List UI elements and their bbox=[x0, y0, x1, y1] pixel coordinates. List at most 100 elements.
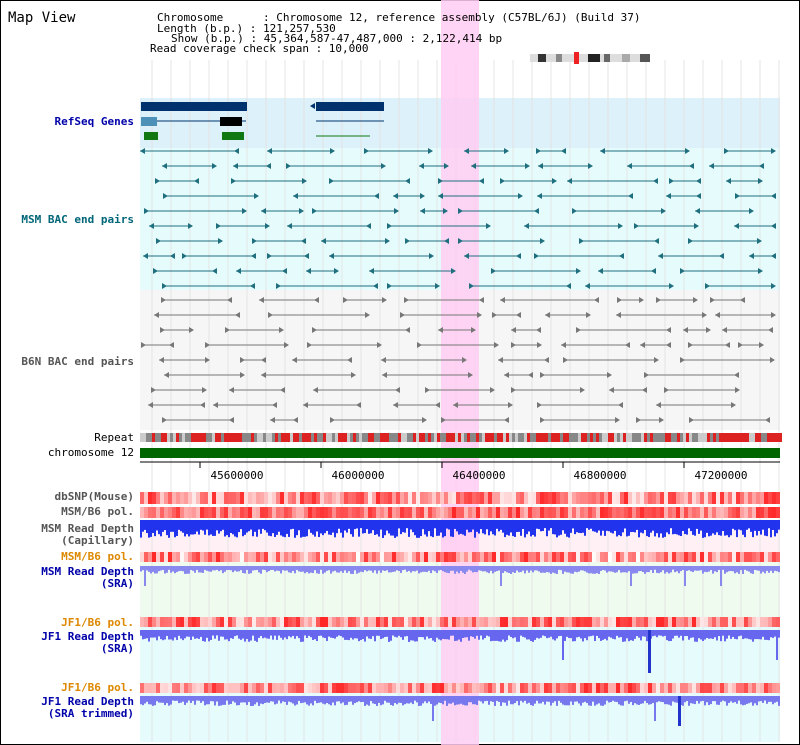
msm-pol-strip-2 bbox=[520, 552, 524, 562]
repeat-segment bbox=[266, 433, 269, 442]
msm-depth-capillary-label[interactable]: MSM Read Depth bbox=[41, 522, 134, 535]
jf1-trimmed-depth-bar bbox=[548, 696, 550, 702]
jf1-trimmed-depth-bar bbox=[482, 696, 484, 704]
refseq-gene-block bbox=[141, 102, 247, 111]
b6n-bac-pair-arrow bbox=[545, 312, 550, 318]
jf1-pol-strip-2 bbox=[700, 683, 704, 693]
jf1-pol-strip-2 bbox=[312, 683, 316, 693]
msm-depth-sra-label[interactable]: MSM Read Depth bbox=[41, 565, 134, 578]
capillary-depth-bar bbox=[202, 520, 204, 531]
repeat-segment bbox=[773, 433, 776, 442]
msm-sra-depth-bar bbox=[370, 566, 372, 571]
capillary-depth-bar bbox=[442, 520, 444, 538]
jf1-pol-strip-2 bbox=[692, 683, 696, 693]
jf1-sra-depth-bar bbox=[714, 630, 716, 638]
jf1-pol-strip bbox=[240, 617, 244, 627]
jf1-trimmed-depth-bar bbox=[640, 696, 642, 704]
jf1-trimmed-depth-bar bbox=[556, 696, 558, 706]
jf1-sra-depth-bar bbox=[642, 630, 644, 637]
jf1-sra-depth-bar bbox=[738, 630, 740, 637]
capillary-depth-bar bbox=[738, 520, 740, 530]
capillary-depth-bar bbox=[274, 520, 276, 537]
capillary-depth-bar bbox=[716, 520, 718, 533]
repeat-segment bbox=[179, 433, 182, 442]
msm-sra-depth-bar bbox=[462, 566, 464, 573]
msm-bac-pair-arrow bbox=[540, 238, 545, 244]
jf1-sra-depth-bar bbox=[646, 630, 648, 642]
jf1-pol-label-2[interactable]: JF1/B6 pol. bbox=[61, 681, 134, 694]
dbsnp-label[interactable]: dbSNP(Mouse) bbox=[54, 490, 134, 503]
msm-sra-depth-bar bbox=[216, 566, 218, 570]
repeat-segment bbox=[515, 433, 518, 442]
dbsnp-strip bbox=[596, 492, 600, 504]
capillary-depth-bar bbox=[658, 520, 660, 538]
jf1-pol-strip-2 bbox=[168, 683, 172, 693]
msm-pol-strip bbox=[352, 507, 356, 518]
jf1-pol-strip-2 bbox=[216, 683, 220, 693]
jf1-sra-depth-bar bbox=[732, 630, 734, 637]
dbsnp-strip bbox=[572, 492, 576, 504]
capillary-depth-bar bbox=[652, 520, 654, 531]
jf1-trimmed-depth-bar bbox=[178, 696, 180, 704]
msm-sra-depth-bar bbox=[152, 566, 154, 572]
msm-sra-depth-bar bbox=[428, 566, 430, 571]
capillary-depth-bar bbox=[338, 520, 340, 529]
repeat-segment bbox=[341, 433, 344, 442]
jf1-sra-depth-bar bbox=[358, 630, 360, 642]
msm-pol-strip bbox=[304, 507, 308, 518]
msm-sra-depth-bar bbox=[306, 566, 308, 573]
msm-pol-label-2[interactable]: MSM/B6 pol. bbox=[61, 550, 134, 563]
jf1-sra-depth-bar bbox=[630, 630, 632, 641]
msm-bac-pair-arrow bbox=[680, 268, 685, 274]
msm-bac-label[interactable]: MSM BAC end pairs bbox=[21, 213, 134, 226]
jf1-depth-label[interactable]: JF1 Read Depth bbox=[41, 630, 134, 643]
jf1-pol-strip bbox=[332, 617, 336, 627]
jf1-trimmed-depth-bar bbox=[670, 696, 672, 706]
capillary-depth-bar bbox=[556, 520, 558, 538]
msm-pol-label-1[interactable]: MSM/B6 pol. bbox=[61, 505, 134, 518]
capillary-depth-bar bbox=[174, 520, 176, 538]
refseq-genes-label[interactable]: RefSeq Genes bbox=[54, 115, 134, 128]
jf1-sra-depth-bar bbox=[528, 630, 530, 640]
jf1-sra-depth-bar bbox=[586, 630, 588, 641]
repeat-segment bbox=[734, 433, 737, 442]
capillary-depth-bar bbox=[424, 520, 426, 535]
repeat-segment bbox=[188, 433, 191, 442]
jf1-trimmed-depth-bar bbox=[438, 696, 440, 703]
jf1-trimmed-depth-bar bbox=[182, 696, 184, 702]
repeat-segment bbox=[212, 433, 215, 442]
capillary-depth-bar bbox=[406, 520, 408, 529]
jf1-trimmed-depth-bar bbox=[732, 696, 734, 703]
jf1-trimmed-depth-bar bbox=[228, 696, 230, 705]
msm-pol-strip-2 bbox=[584, 552, 588, 562]
jf1-trimmed-depth-bar bbox=[202, 696, 204, 702]
jf1-sra-depth-bar bbox=[582, 630, 584, 642]
msm-sra-depth-bar bbox=[222, 566, 224, 574]
jf1-pol-strip bbox=[352, 617, 356, 627]
msm-sra-depth-bar bbox=[600, 566, 602, 571]
msm-sra-depth-bar bbox=[612, 566, 614, 572]
msm-bac-pair-arrow bbox=[669, 178, 674, 184]
msm-pol-strip-2 bbox=[280, 552, 284, 562]
capillary-depth-bar bbox=[156, 520, 158, 531]
jf1-sra-depth-bar bbox=[536, 630, 538, 638]
msm-sra-depth-bar bbox=[616, 566, 618, 573]
jf1-pol-label-1[interactable]: JF1/B6 pol. bbox=[61, 616, 134, 629]
msm-bac-pair-arrow bbox=[634, 223, 639, 229]
msm-sra-depth-bar bbox=[348, 566, 350, 572]
msm-bac-pair-arrow bbox=[302, 178, 307, 184]
capillary-depth-bar bbox=[176, 520, 178, 536]
msm-pol-strip-2 bbox=[256, 552, 260, 562]
jf1-trimmed-depth-bar bbox=[618, 696, 620, 705]
msm-bac-pair-arrow bbox=[749, 253, 754, 259]
jf1-trimmed-depth-bar bbox=[334, 696, 336, 706]
msm-pol-strip bbox=[612, 507, 616, 518]
msm-sra-depth-bar bbox=[286, 566, 288, 571]
b6n-bac-pair-arrow bbox=[511, 342, 516, 348]
capillary-depth-bar bbox=[412, 520, 414, 533]
jf1-trimmed-label[interactable]: JF1 Read Depth bbox=[41, 695, 134, 708]
capillary-depth-bar bbox=[148, 520, 150, 538]
b6n-bac-label[interactable]: B6N BAC end pairs bbox=[21, 355, 134, 368]
jf1-trimmed-depth-bar bbox=[216, 696, 218, 702]
